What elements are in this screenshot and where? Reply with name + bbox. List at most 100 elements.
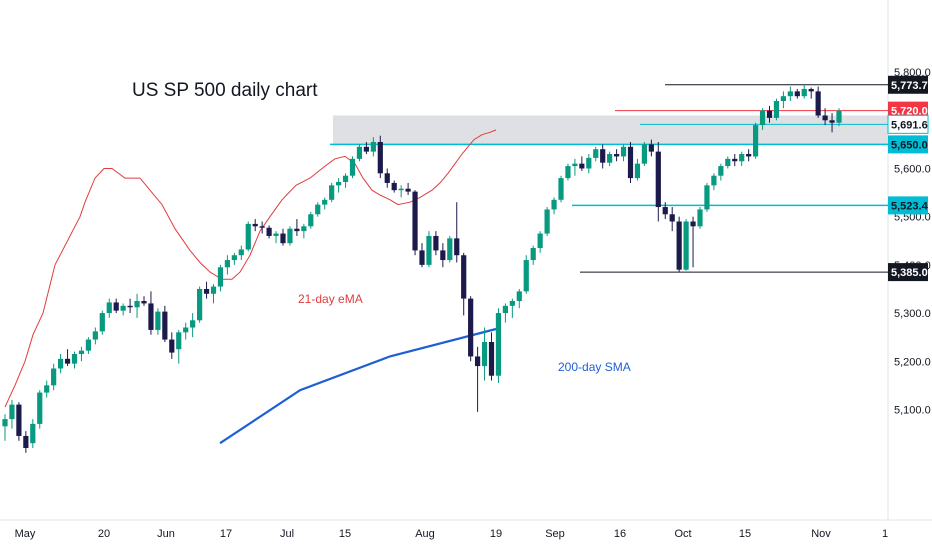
candle-body xyxy=(648,144,654,152)
time-axis-ticks: May 20 Jun 17 Jul 15 Aug 19 Sep 16 Oct 15 Nov 1 xyxy=(15,528,888,540)
price-tick-label: 5,600.0 xyxy=(894,163,931,175)
candle xyxy=(273,231,279,244)
candle-body xyxy=(836,110,842,123)
time-tick-label: 17 xyxy=(220,528,232,540)
candle xyxy=(662,202,668,220)
time-tick-label: Oct xyxy=(674,528,691,540)
candle-body xyxy=(502,305,508,314)
time-tick-label: Jul xyxy=(280,528,294,540)
sma200-line xyxy=(219,327,497,445)
candle-body xyxy=(475,356,481,367)
candle-body xyxy=(217,267,224,287)
candle-body xyxy=(780,96,786,102)
candle xyxy=(148,291,154,335)
candle xyxy=(16,402,22,441)
candle xyxy=(759,108,766,130)
price-level-tag: 5,650.0 xyxy=(888,135,928,154)
candle-body xyxy=(468,298,474,357)
candle xyxy=(224,255,230,275)
candle xyxy=(711,173,717,191)
candle-body xyxy=(342,175,349,182)
candle-body xyxy=(725,158,731,167)
candle-body xyxy=(370,141,376,152)
candle-body xyxy=(516,291,522,302)
candles-layer xyxy=(2,84,842,453)
price-tick-label: 5,200.0 xyxy=(894,356,931,368)
candle xyxy=(92,327,98,345)
candle xyxy=(753,122,759,159)
sma200-annotation: 200-day SMA xyxy=(558,360,631,374)
candle xyxy=(718,163,724,181)
candle-body xyxy=(419,250,425,265)
candle xyxy=(162,305,168,342)
candle-body xyxy=(697,209,703,227)
candle xyxy=(634,158,641,181)
candle xyxy=(648,139,654,157)
candle xyxy=(308,211,314,229)
candle-body xyxy=(412,191,418,251)
candle-body xyxy=(155,311,161,330)
candle-body xyxy=(9,404,15,420)
candle-body xyxy=(544,209,550,234)
candle xyxy=(412,190,418,256)
candle-body xyxy=(572,163,578,167)
candle-body xyxy=(266,227,272,236)
candle-body xyxy=(683,221,689,270)
candle xyxy=(523,255,529,294)
candle xyxy=(329,182,335,203)
candle-body xyxy=(287,228,293,244)
candle xyxy=(287,226,293,246)
time-tick-label: Aug xyxy=(415,528,435,540)
candle-body xyxy=(753,125,759,157)
candle-body xyxy=(551,199,557,210)
candle xyxy=(280,228,286,246)
price-level-tag-text: 5,650.0 xyxy=(891,139,928,151)
candle-body xyxy=(773,101,780,118)
candle xyxy=(141,296,147,306)
price-level-tag-box xyxy=(887,114,929,134)
candle-body xyxy=(829,120,835,123)
resistance-zone-layer xyxy=(333,115,888,145)
candle xyxy=(51,363,57,391)
candle xyxy=(530,245,536,265)
candle-body xyxy=(203,288,210,294)
candle-body xyxy=(801,88,807,97)
price-tick-label: 5,300.0 xyxy=(894,308,931,320)
resistance-zone xyxy=(333,115,888,145)
candle xyxy=(780,91,786,109)
candle xyxy=(600,144,606,169)
candle-body xyxy=(440,250,446,261)
candle-body xyxy=(301,226,307,232)
candle xyxy=(183,322,189,340)
candle-body xyxy=(495,313,502,376)
candle-body xyxy=(759,110,766,126)
candle-body xyxy=(746,154,752,157)
candle xyxy=(683,219,689,271)
candle xyxy=(44,380,50,398)
price-level-tag-box xyxy=(888,263,928,282)
time-tick-label: 15 xyxy=(339,528,351,540)
candle xyxy=(676,216,682,273)
candle xyxy=(37,390,43,429)
candle-body xyxy=(488,341,495,376)
candle-body xyxy=(454,238,460,256)
candle-body xyxy=(64,358,71,364)
candle xyxy=(579,156,585,171)
candle xyxy=(516,288,522,309)
price-level-tag-text: 5,523.4 xyxy=(891,200,929,212)
candle-body xyxy=(190,320,196,328)
price-level-tag-box xyxy=(888,196,928,215)
candle xyxy=(614,149,620,162)
candle-body xyxy=(44,385,50,393)
candle-body xyxy=(141,301,147,304)
candle xyxy=(85,337,91,355)
candle xyxy=(739,151,745,167)
candle-body xyxy=(85,339,91,351)
candle-body xyxy=(739,154,745,162)
candle-body xyxy=(210,286,217,294)
price-level-tag-text: 5,773.7 xyxy=(891,80,928,92)
candle-body xyxy=(16,404,22,436)
candle xyxy=(99,310,105,335)
candle-body xyxy=(51,368,57,386)
candle-body xyxy=(822,115,828,121)
